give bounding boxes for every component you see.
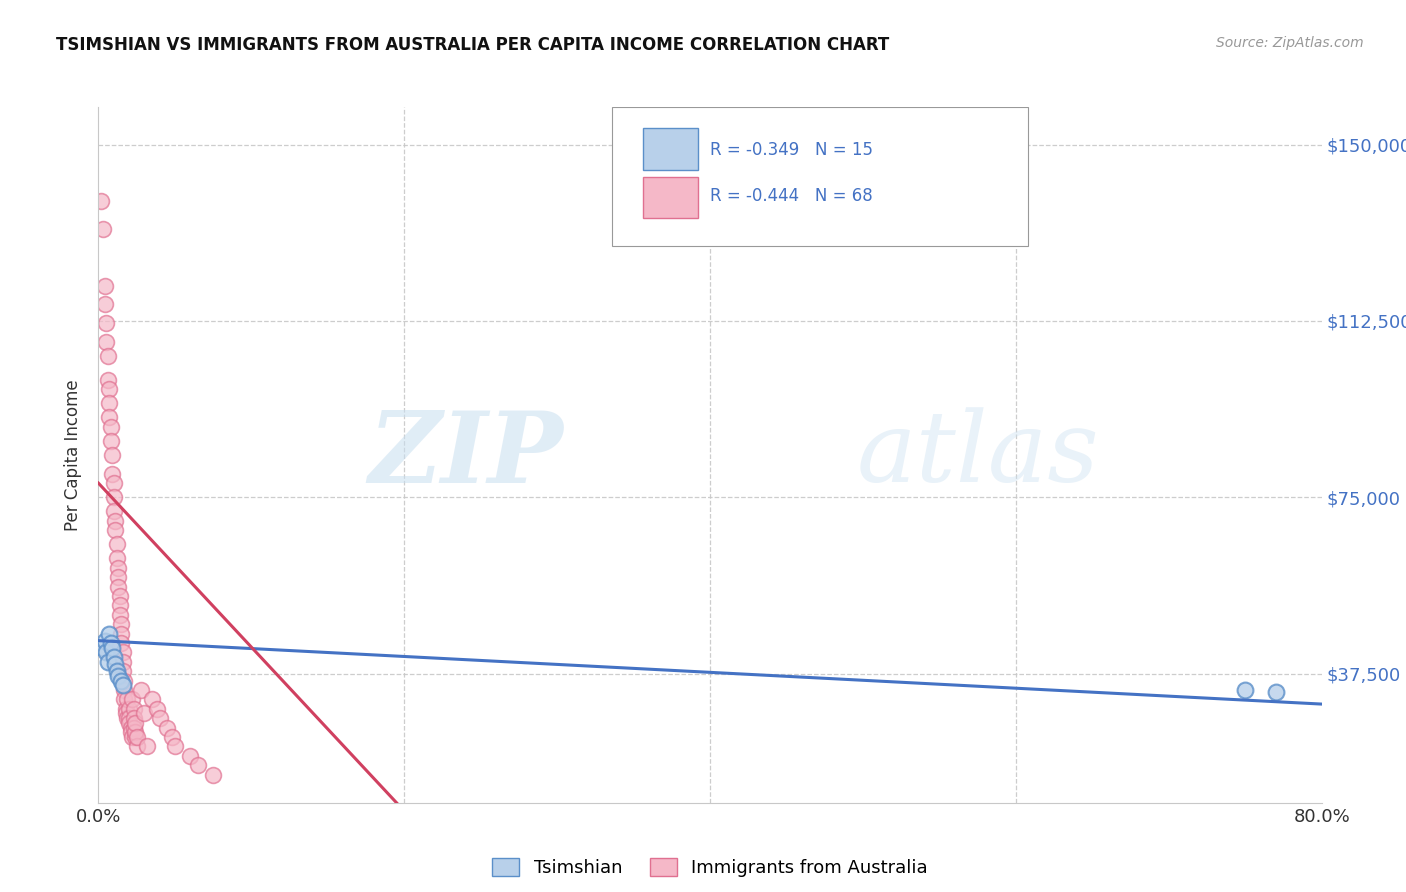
Point (91, 222, 114, 236)
Point (120, 721, 142, 735)
Point (202, 767, 225, 781)
FancyBboxPatch shape (643, 128, 697, 169)
Point (108, 599, 131, 613)
Point (163, 739, 186, 754)
Point (93, 297, 115, 311)
Point (112, 683, 135, 698)
Point (97, 373, 120, 387)
Point (98, 626, 121, 640)
Point (100, 434, 122, 448)
Point (110, 673, 132, 688)
Point (107, 560, 129, 574)
Point (1234, 683, 1257, 698)
Point (103, 490, 125, 504)
Point (108, 607, 131, 622)
Point (111, 678, 134, 692)
Point (90, 194, 112, 208)
Point (115, 706, 138, 721)
Point (98, 410, 121, 425)
Point (105, 537, 128, 551)
Point (125, 730, 148, 744)
Point (110, 636, 132, 650)
Point (97, 349, 120, 363)
Point (179, 748, 201, 763)
Text: R = -0.444   N = 68: R = -0.444 N = 68 (710, 187, 873, 205)
Point (122, 702, 145, 716)
Point (104, 523, 127, 537)
Point (108, 589, 131, 603)
Point (101, 640, 124, 655)
Point (98, 396, 121, 410)
Point (93, 278, 115, 293)
Point (118, 711, 141, 725)
Point (94, 316, 117, 330)
Point (111, 645, 134, 659)
Point (122, 711, 145, 725)
Point (121, 692, 143, 706)
Legend: Tsimshian, Immigrants from Australia: Tsimshian, Immigrants from Australia (485, 850, 935, 884)
Point (120, 725, 142, 739)
Point (117, 692, 139, 706)
Point (129, 683, 152, 698)
Point (156, 721, 179, 735)
Point (125, 739, 148, 754)
Point (141, 692, 163, 706)
Point (101, 448, 124, 462)
Point (118, 702, 141, 716)
Point (104, 657, 127, 672)
Point (118, 715, 141, 730)
Point (187, 758, 209, 772)
Point (94, 645, 117, 659)
Point (97, 655, 120, 669)
Point (91, 640, 114, 655)
Point (100, 636, 122, 650)
Text: R = -0.349   N = 15: R = -0.349 N = 15 (710, 141, 873, 159)
Point (124, 725, 146, 739)
Point (104, 514, 127, 528)
Text: atlas: atlas (856, 408, 1099, 502)
Point (1264, 685, 1286, 699)
Point (100, 419, 122, 434)
Point (136, 739, 159, 754)
Point (124, 730, 146, 744)
Point (107, 669, 129, 683)
Point (122, 721, 145, 735)
Point (105, 551, 128, 566)
Point (111, 655, 134, 669)
Point (93, 633, 115, 648)
Text: Source: ZipAtlas.com: Source: ZipAtlas.com (1216, 36, 1364, 50)
Point (121, 730, 143, 744)
Point (110, 617, 132, 632)
Point (115, 702, 138, 716)
Point (98, 382, 121, 396)
Point (145, 702, 167, 716)
Point (117, 711, 139, 725)
Point (134, 706, 156, 721)
Point (124, 715, 146, 730)
Point (107, 580, 129, 594)
Point (103, 504, 125, 518)
Point (111, 664, 134, 678)
Point (94, 335, 117, 350)
Y-axis label: Per Capita Income: Per Capita Income (65, 379, 83, 531)
Point (103, 650, 125, 665)
Point (107, 570, 129, 584)
Point (101, 467, 124, 481)
Point (105, 664, 128, 678)
Point (149, 711, 172, 725)
FancyBboxPatch shape (612, 107, 1028, 246)
FancyBboxPatch shape (643, 177, 697, 219)
Point (112, 673, 135, 688)
Point (160, 730, 183, 744)
Point (110, 626, 132, 640)
Text: ZIP: ZIP (368, 407, 564, 503)
Point (112, 692, 135, 706)
Point (103, 476, 125, 491)
Text: TSIMSHIAN VS IMMIGRANTS FROM AUSTRALIA PER CAPITA INCOME CORRELATION CHART: TSIMSHIAN VS IMMIGRANTS FROM AUSTRALIA P… (56, 36, 890, 54)
